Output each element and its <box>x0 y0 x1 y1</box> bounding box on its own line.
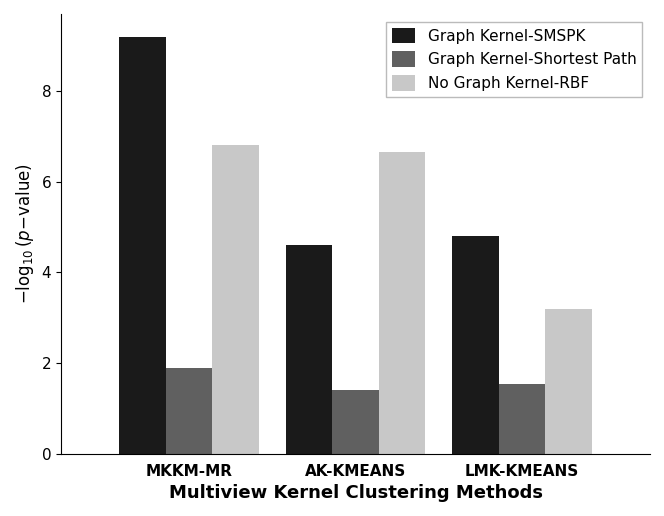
Y-axis label: $-\log_{10}(p\mathrm{-value})$: $-\log_{10}(p\mathrm{-value})$ <box>14 164 36 304</box>
Bar <box>332 390 379 454</box>
Bar <box>119 37 166 454</box>
Bar <box>499 383 545 454</box>
Bar <box>212 146 259 454</box>
X-axis label: Multiview Kernel Clustering Methods: Multiview Kernel Clustering Methods <box>169 484 542 502</box>
Bar <box>452 236 499 454</box>
Legend: Graph Kernel-SMSPK, Graph Kernel-Shortest Path, No Graph Kernel-RBF: Graph Kernel-SMSPK, Graph Kernel-Shortes… <box>386 22 643 97</box>
Bar <box>379 152 426 454</box>
Bar <box>166 368 212 454</box>
Bar <box>545 309 592 454</box>
Bar <box>286 245 332 454</box>
